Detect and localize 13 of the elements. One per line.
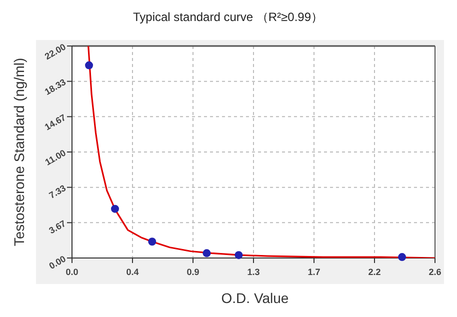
x-tick-label: 2.6: [428, 267, 442, 277]
x-tick-label: 1.3: [247, 267, 260, 277]
y-tick-label: 7.33: [47, 183, 68, 200]
x-tick-label: 2.2: [368, 267, 381, 277]
chart-title: Typical standard curve （R²≥0.99）: [133, 10, 323, 24]
y-tick-label: 0.00: [47, 254, 68, 272]
y-axis-title: Testosterone Standard (ng/ml): [11, 58, 27, 246]
x-tick-label: 0.9: [186, 267, 200, 277]
x-tick-label: 1.7: [308, 267, 320, 277]
y-tick-label: 3.67: [47, 218, 68, 236]
x-axis-title: O.D. Value: [221, 290, 289, 306]
x-tick-label: 0.0: [66, 267, 78, 277]
x-tick-label: 0.4: [126, 267, 139, 277]
